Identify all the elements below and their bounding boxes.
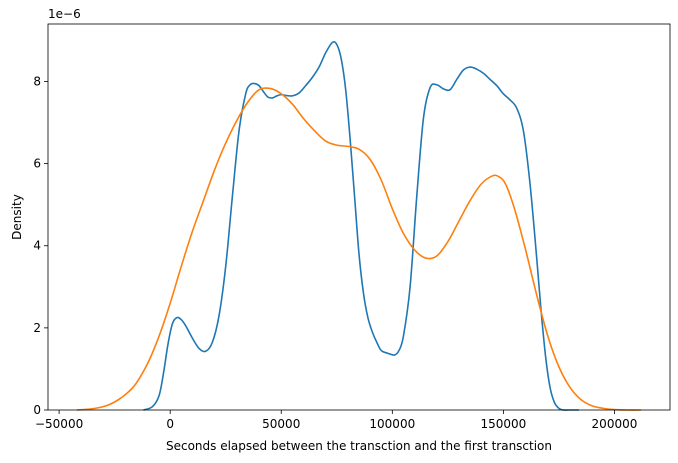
y-axis-label: Density xyxy=(10,194,24,240)
x-axis-ticks: −50000 0 50000 100000 150000 200000 xyxy=(35,410,637,431)
series-line-1 xyxy=(143,41,579,411)
x-axis-label: Seconds elapsed between the transction a… xyxy=(166,439,552,453)
series-line-2 xyxy=(76,87,642,411)
x-tick-label: 100000 xyxy=(369,417,415,431)
x-tick-label: 0 xyxy=(166,417,174,431)
x-tick-label: 200000 xyxy=(592,417,638,431)
x-tick-label: 50000 xyxy=(262,417,300,431)
y-axis-ticks: 0 2 4 6 8 xyxy=(33,74,48,417)
x-tick-label: −50000 xyxy=(35,417,83,431)
y-tick-label: 0 xyxy=(33,403,41,417)
y-tick-label: 8 xyxy=(33,74,41,88)
plot-frame xyxy=(47,23,671,411)
y-tick-label: 4 xyxy=(33,239,41,253)
y-tick-label: 6 xyxy=(33,157,41,171)
x-tick-label: 150000 xyxy=(480,417,526,431)
series-layer xyxy=(76,41,642,411)
y-offset-label: 1e−6 xyxy=(48,7,81,21)
y-tick-label: 2 xyxy=(33,321,41,335)
